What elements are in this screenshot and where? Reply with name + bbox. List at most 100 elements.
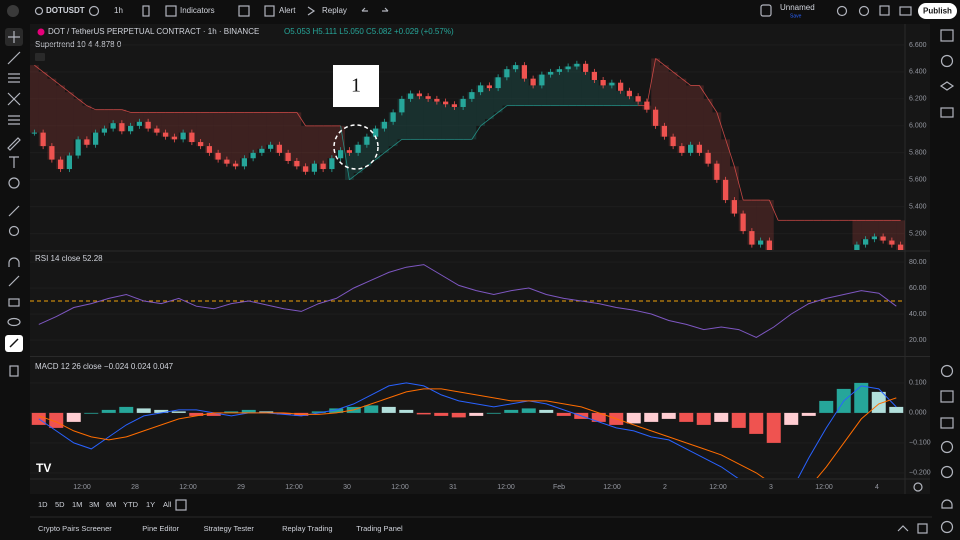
y-tick-label: −0.100 [909,440,931,447]
supertrend-line [60,85,70,93]
text-tool[interactable] [9,156,19,168]
trend-line-tool[interactable] [7,51,21,65]
layouts-icon[interactable] [238,5,250,17]
target-icon[interactable] [940,364,954,378]
quick-search-icon[interactable] [836,5,848,17]
indicators-icon[interactable] [165,5,177,17]
compare-icon[interactable] [88,5,100,17]
goto-date-icon[interactable] [175,499,187,511]
interval[interactable]: 1h [114,6,123,15]
range-button[interactable]: YTD [123,500,139,509]
settings-icon[interactable] [858,5,870,17]
supertrend-fill [283,112,293,161]
candle [653,109,659,126]
ideas-icon[interactable] [940,465,954,479]
calendar-icon[interactable] [940,390,954,403]
supertrend-fill [353,144,363,174]
trash-tool[interactable] [9,365,19,377]
panel-tab[interactable]: Replay Trading [282,524,332,533]
panel-tab[interactable]: Pine Editor [142,524,179,533]
alert-icon[interactable] [264,5,275,17]
range-button[interactable]: 5D [55,500,65,509]
redo-icon[interactable] [382,7,389,12]
range-button[interactable]: 3M [89,500,99,509]
chart-type-icon[interactable] [142,5,150,17]
symbol[interactable]: DOTUSDT [46,6,85,15]
layout-name[interactable]: Unnamed [780,3,815,12]
candle [163,132,169,137]
brush-tool[interactable] [7,137,21,151]
fullscreen-icon[interactable] [879,5,890,16]
avatar[interactable] [7,5,19,17]
expand-panel-icon[interactable] [897,525,909,532]
zoom-tool[interactable] [8,225,20,237]
range-button[interactable]: All [163,500,172,509]
ruler-tool[interactable] [8,205,20,217]
x-tick-label: 12:00 [179,484,197,491]
range-button[interactable]: 1M [72,500,82,509]
x-tick-label: 31 [449,484,457,491]
alerts-icon[interactable] [940,54,954,68]
lock-tool[interactable] [8,298,20,307]
supertrend-fill [432,101,442,140]
stream-icon[interactable] [940,440,954,454]
panel-tab[interactable]: Trading Panel [356,524,403,533]
maximize-panel-icon[interactable] [917,523,928,534]
news-icon[interactable] [940,417,954,429]
indicators-button[interactable]: Indicators [180,6,215,15]
publish-button[interactable] [918,3,957,19]
magnet-tool[interactable] [8,257,20,267]
supertrend-fill [502,69,512,106]
candle [880,236,886,241]
snapshot-icon[interactable] [899,6,912,16]
range-button[interactable]: 1D [38,500,48,509]
publish-label[interactable]: Publish [923,7,952,16]
macd-bar [451,412,466,418]
supertrend-fill [187,112,197,143]
candle [443,101,449,105]
candle [364,136,370,145]
hide-tool[interactable] [7,317,21,327]
supertrend-fill [266,112,275,145]
y-tick-label: 80.00 [909,259,927,266]
candle [294,160,300,167]
panel-tab[interactable]: Crypto Pairs Screener [38,524,112,533]
candle [705,152,711,164]
y-tick-label: 0.000 [909,410,927,417]
collapse-legend[interactable] [35,53,45,61]
macd-bar [66,412,81,422]
macd-bar [644,412,659,422]
range-button[interactable]: 1Y [146,500,155,509]
watchlist-icon[interactable] [940,29,954,42]
x-tick-label: 12:00 [603,484,621,491]
alert-button[interactable]: Alert [279,6,296,15]
supertrend-fill [91,109,100,133]
save-status[interactable]: Save [790,13,802,19]
forecast-tool[interactable] [8,115,20,125]
search-icon[interactable] [34,6,44,16]
candle [136,121,142,126]
panel-tab[interactable]: Strategy Tester [204,524,255,533]
layout-icon[interactable] [760,4,772,17]
candle [198,142,204,147]
help-icon[interactable] [940,520,954,534]
range-button[interactable]: 6M [106,500,116,509]
supertrend-fill [528,85,538,106]
chat-icon[interactable] [940,107,954,118]
axis-settings-icon[interactable] [913,482,923,492]
pattern-tool[interactable] [7,92,21,106]
layers-icon[interactable] [939,81,955,91]
undo-icon[interactable] [361,7,368,12]
candle [189,132,195,143]
y-tick-label: −0.200 [909,470,931,477]
replay-icon[interactable] [307,6,316,16]
macd-bar [731,412,746,428]
draw-mode-tool[interactable] [8,275,20,287]
fib-tool[interactable] [8,73,20,83]
supertrend-fill [590,79,599,106]
icon-tool[interactable] [8,177,20,189]
candle [574,63,580,67]
supertrend-fill [423,98,433,140]
notifications-icon[interactable] [941,499,953,509]
replay-button[interactable]: Replay [322,6,347,15]
